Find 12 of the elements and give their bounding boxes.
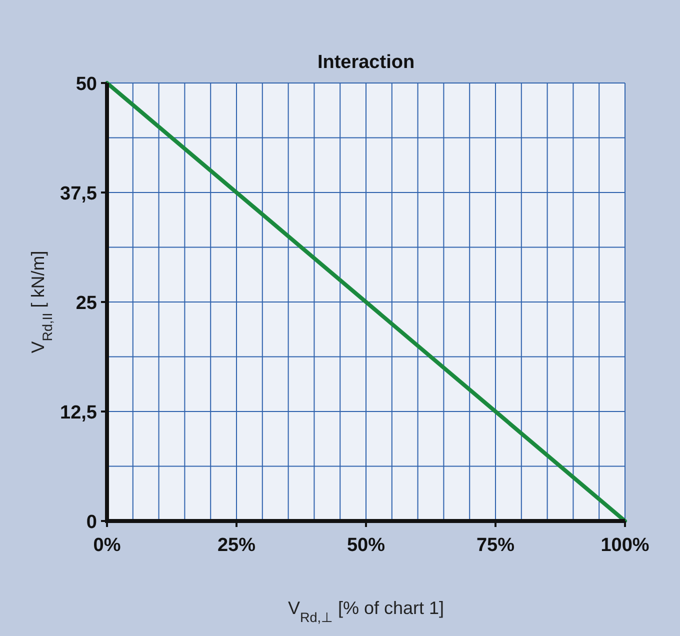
x-axis-title: V$_{Rd,⊥}$ [% of chart 1] xyxy=(288,598,444,624)
x-tick-label: 25% xyxy=(217,535,256,556)
x-tick-label: 50% xyxy=(346,535,386,556)
y-tick-label: 25 xyxy=(76,293,98,314)
x-tick-label: 0% xyxy=(93,535,121,556)
x-tick-label: 100% xyxy=(600,535,650,556)
y-tick-label: 37,5 xyxy=(60,184,98,204)
y-tick-label: 50 xyxy=(76,74,97,95)
y-tick-label: 0 xyxy=(86,512,97,533)
x-tick-label: 75% xyxy=(476,535,515,556)
y-tick-label: 12,5 xyxy=(60,402,98,424)
chart-title: Interaction xyxy=(317,52,415,73)
